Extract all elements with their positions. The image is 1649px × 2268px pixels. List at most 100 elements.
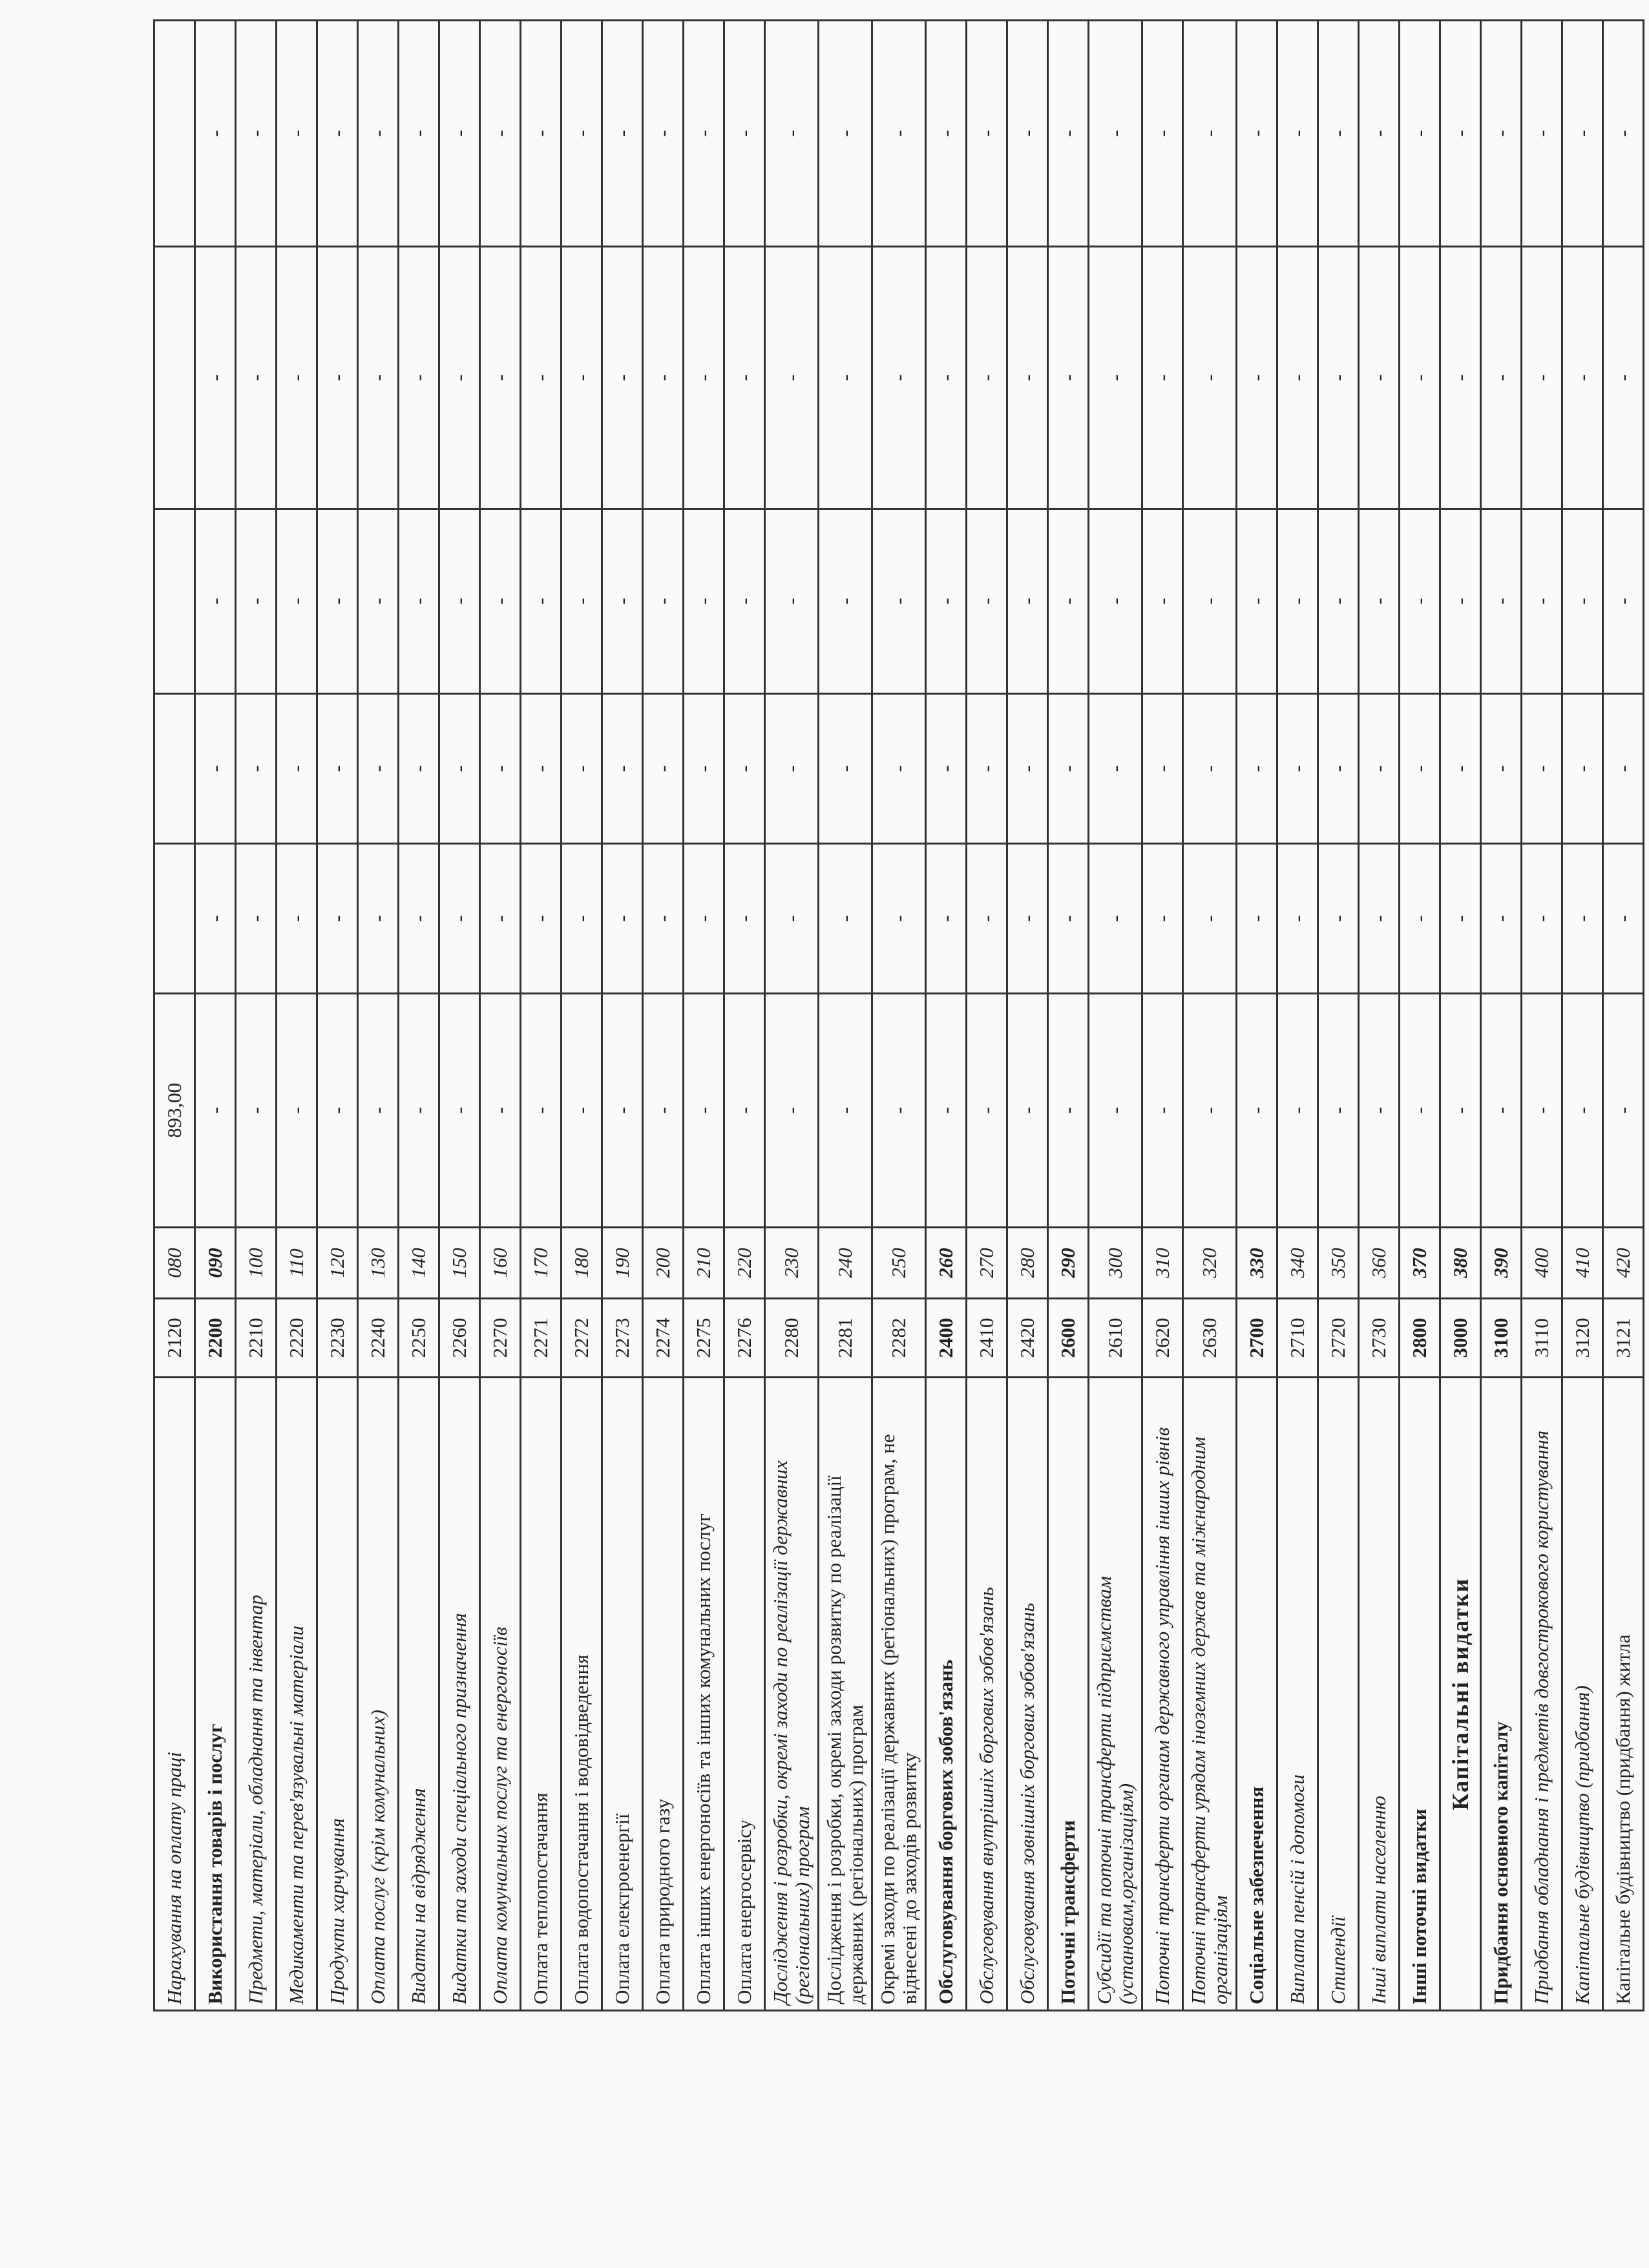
item-name: Оплата теплопостачання (520, 1377, 562, 2011)
value-cell: - (1182, 843, 1237, 994)
value-cell: - (520, 246, 562, 509)
line-number: 360 (1358, 1227, 1400, 1299)
value-cell: - (276, 509, 317, 694)
item-code: 2420 (1007, 1298, 1048, 1378)
line-number: 300 (1088, 1227, 1142, 1299)
value-cell: - (194, 843, 236, 994)
table-row: Предмети, матеріали, обладнання та інвен… (235, 20, 277, 2011)
value-cell: - (479, 693, 521, 844)
value-cell: - (1318, 20, 1359, 247)
value-cell: - (724, 993, 765, 1228)
item-code: 2281 (818, 1298, 872, 1378)
value-cell: - (1521, 509, 1562, 694)
value-cell: - (520, 20, 562, 247)
value-cell: - (1236, 993, 1277, 1228)
value-cell: - (1318, 509, 1359, 694)
value-cell: - (1088, 843, 1142, 994)
value-cell: - (1277, 843, 1318, 994)
value-cell: - (194, 246, 236, 509)
value-cell: - (1142, 993, 1183, 1228)
value-cell: - (1521, 693, 1562, 844)
value-cell: - (925, 509, 967, 694)
item-name: Медикаменти та перев'язувальні матеріали (276, 1377, 317, 2011)
item-code: 2800 (1399, 1298, 1440, 1378)
value-cell: - (1088, 509, 1142, 694)
line-number: 080 (154, 1227, 195, 1299)
value-cell: - (1358, 843, 1400, 994)
value-cell: - (683, 693, 724, 844)
value-cell: - (1318, 993, 1359, 1228)
line-number: 140 (398, 1227, 439, 1299)
item-code: 3120 (1562, 1298, 1603, 1378)
value-cell: - (724, 509, 765, 694)
value-cell: - (1088, 246, 1142, 509)
value-cell: - (317, 993, 358, 1228)
value-cell: - (520, 509, 562, 694)
item-name: Придбання обладнання і предметів довгост… (1521, 1377, 1562, 2011)
value-cell: - (357, 693, 399, 844)
value-cell: - (925, 246, 967, 509)
value-cell: - (1358, 20, 1400, 247)
item-code: 2270 (479, 1298, 521, 1378)
table-row: Капітальне будівництво (придбання) 3120 41… (1562, 20, 1603, 2011)
line-number: 390 (1480, 1227, 1522, 1299)
item-name: Дослідження і розробки, окремі заходи по… (764, 1377, 819, 2011)
value-cell: - (1047, 20, 1089, 247)
value-cell: - (194, 20, 236, 247)
line-number: 200 (642, 1227, 684, 1299)
value-cell: - (276, 843, 317, 994)
table-row: Нарахування на оплату праці 2120 080 893,00 (154, 20, 195, 2011)
line-number: 150 (439, 1227, 480, 1299)
line-number: 410 (1562, 1227, 1603, 1299)
value-cell: - (357, 246, 399, 509)
value-cell: - (357, 20, 399, 247)
table-row: Капітальні видатки 3000 380- - - - - - (1440, 20, 1481, 2011)
value-cell: - (398, 20, 439, 247)
value-cell: - (642, 993, 684, 1228)
value-cell: - (1521, 20, 1562, 247)
table-row: Медикаменти та перев'язувальні матеріали… (276, 20, 317, 2011)
value-cell: - (1277, 993, 1318, 1228)
value-cell: - (642, 843, 684, 994)
line-number: 400 (1521, 1227, 1562, 1299)
value-cell: - (439, 20, 480, 247)
value-cell: - (602, 843, 643, 994)
table-row: Інші поточні видатки 2800 370- - - - - - (1399, 20, 1440, 2011)
value-cell: - (642, 509, 684, 694)
value-cell: - (1088, 20, 1142, 247)
value-cell: - (276, 693, 317, 844)
line-number: 090 (194, 1227, 236, 1299)
value-cell: - (1142, 20, 1183, 247)
value-cell: - (642, 693, 684, 844)
value-cell: - (818, 993, 872, 1228)
value-cell: - (439, 509, 480, 694)
value-cell: - (872, 843, 926, 994)
table-row: Видатки та заходи спеціального призначен… (439, 20, 480, 2011)
value-cell: - (1047, 843, 1089, 994)
value-cell: - (1480, 693, 1522, 844)
value-cell: - (1088, 693, 1142, 844)
value-cell: - (683, 246, 724, 509)
item-name: Придбання основного капіталу (1480, 1377, 1522, 2011)
value-cell: - (1480, 509, 1522, 694)
value-cell: - (683, 20, 724, 247)
item-code: 2273 (602, 1298, 643, 1378)
item-name: Предмети, матеріали, обладнання та інвен… (235, 1377, 277, 2011)
table-body: Нарахування на оплату праці 2120 080 893,00… (154, 20, 1644, 2011)
item-name: Поточні трансферти органам державного уп… (1142, 1377, 1183, 2011)
item-name: Дослідження і розробки, окремі заходи ро… (818, 1377, 872, 2011)
value-cell: - (1399, 20, 1440, 247)
value-cell: - (1277, 509, 1318, 694)
value-cell: - (398, 246, 439, 509)
value-cell: - (1562, 693, 1603, 844)
value-cell: - (764, 20, 819, 247)
item-name: Оплата енергосервісу (724, 1377, 765, 2011)
value-cell: - (818, 843, 872, 994)
value-cell: - (872, 20, 926, 247)
item-name: Обслуговування внутрішніх боргових зобов… (966, 1377, 1007, 2011)
value-cell: - (724, 20, 765, 247)
value-cell: - (1277, 20, 1318, 247)
value-cell: - (235, 693, 277, 844)
value-cell: - (925, 20, 967, 247)
value-cell: - (1142, 509, 1183, 694)
